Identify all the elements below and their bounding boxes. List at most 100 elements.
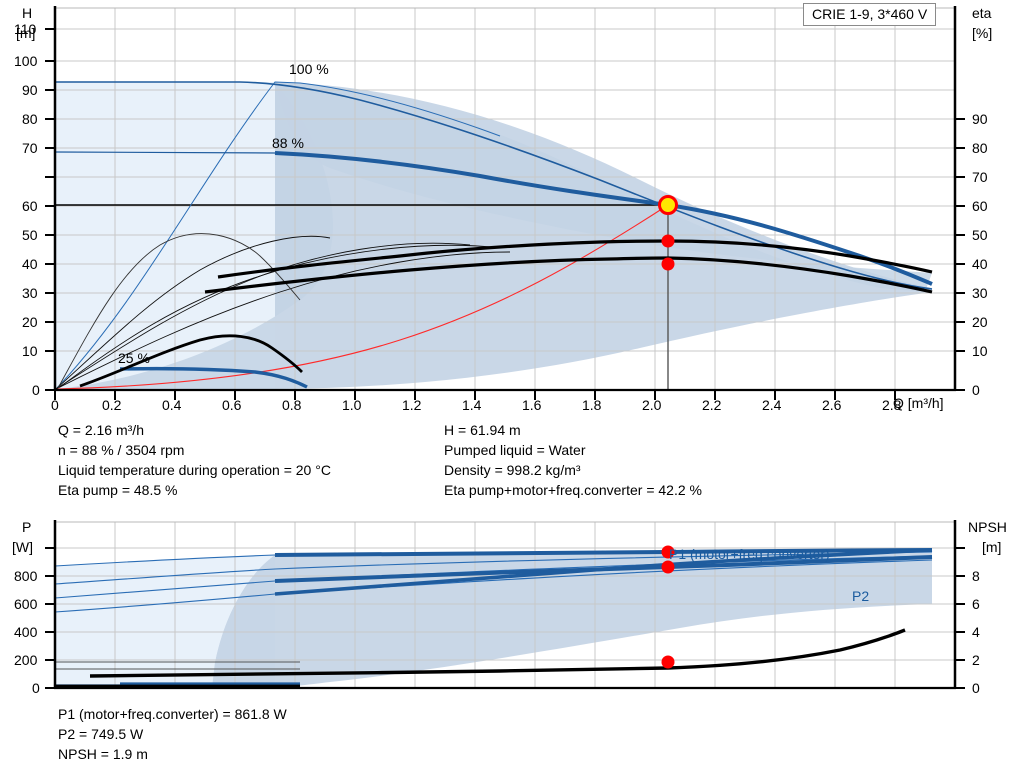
system-curve bbox=[55, 204, 669, 390]
info-etapump: Eta pump = 48.5 % bbox=[58, 482, 178, 498]
p-axis-title-line2: [W] bbox=[12, 539, 33, 555]
h-tick: 60 bbox=[22, 198, 38, 214]
info-h: H = 61.94 m bbox=[444, 422, 521, 438]
speed-curve-family bbox=[55, 81, 501, 390]
npsh-tick: 4 bbox=[972, 624, 980, 640]
eta-25-curve bbox=[79, 334, 303, 388]
p1-curve bbox=[274, 548, 933, 557]
q-tick: 1.8 bbox=[582, 397, 602, 413]
eta-tick: 20 bbox=[972, 314, 988, 330]
envelope-light-region bbox=[55, 82, 275, 390]
eta-pump-point bbox=[661, 234, 675, 248]
q-tick: 2.2 bbox=[702, 397, 722, 413]
speed-label-88: 88 % bbox=[272, 135, 304, 151]
model-title-box: CRIE 1-9, 3*460 V bbox=[803, 3, 937, 26]
eta-tick: 0 bbox=[972, 382, 980, 398]
p-axis-title-line1: P bbox=[22, 519, 32, 535]
p1-curve-label: P1 (motor+freq.converter) bbox=[669, 546, 830, 562]
h-tick: 20 bbox=[22, 314, 38, 330]
eta-axis-title-line1: eta bbox=[972, 5, 992, 21]
q-tick: 0.2 bbox=[102, 397, 122, 413]
eta-tick: 70 bbox=[972, 169, 988, 185]
h-tick: 50 bbox=[22, 227, 38, 243]
power-npsh-plot bbox=[45, 520, 965, 690]
h-tick: 10 bbox=[22, 343, 38, 359]
h-tick: 30 bbox=[22, 285, 38, 301]
p2-curve bbox=[274, 555, 933, 583]
h-tick: 90 bbox=[22, 82, 38, 98]
npsh-tick: 0 bbox=[972, 680, 980, 696]
eta-pump-curve bbox=[217, 239, 933, 279]
duty-info-block: Q = 2.16 m³/h n = 88 % / 3504 rpm Liquid… bbox=[0, 418, 1024, 508]
info-etatotal: Eta pump+motor+freq.converter = 42.2 % bbox=[444, 482, 702, 498]
q-tick: 2.6 bbox=[822, 397, 842, 413]
p-tick: 200 bbox=[14, 652, 38, 668]
envelope-lower-band bbox=[275, 291, 932, 389]
q-tick: 0.6 bbox=[222, 397, 242, 413]
q-tick: 1.2 bbox=[402, 397, 422, 413]
p2-curve-label: P2 bbox=[852, 588, 870, 604]
h-curve-88-extension bbox=[55, 151, 276, 154]
eta-tick: 90 bbox=[972, 111, 988, 127]
speed-label-25: 25 % bbox=[118, 350, 150, 366]
head-efficiency-chart: CRIE 1-9, 3*460 V H [m] eta [%] Q [m³/h]… bbox=[14, 3, 993, 413]
npsh-tick: 6 bbox=[972, 596, 980, 612]
h-tick: 0 bbox=[32, 382, 40, 398]
info-speed: n = 88 % / 3504 rpm bbox=[58, 442, 185, 458]
h-curve-88 bbox=[274, 151, 933, 286]
power-envelope-region bbox=[275, 550, 932, 688]
eta-total-curve bbox=[204, 256, 933, 294]
npsh-point bbox=[661, 655, 675, 669]
npsh-tick: 8 bbox=[972, 568, 980, 584]
eta-axis-title-line2: [%] bbox=[972, 25, 993, 41]
p1-point bbox=[661, 545, 675, 559]
info-liquid: Pumped liquid = Water bbox=[444, 442, 586, 458]
eta-total-point bbox=[661, 257, 675, 271]
npsh-tick: 2 bbox=[972, 652, 980, 668]
power-envelope-left-wedge bbox=[207, 555, 275, 688]
info-density: Density = 998.2 kg/m³ bbox=[444, 462, 581, 478]
h-curve-25 bbox=[119, 366, 308, 389]
speed-label-100: 100 % bbox=[289, 61, 329, 77]
q-tick: 0.8 bbox=[282, 397, 302, 413]
q-axis-title: Q [m³/h] bbox=[893, 395, 944, 411]
eta-tick: 40 bbox=[972, 256, 988, 272]
q-tick: 2.4 bbox=[762, 397, 782, 413]
eta-tick: 10 bbox=[972, 343, 988, 359]
q-tick: 2.0 bbox=[642, 397, 662, 413]
q-tick: 2.8 bbox=[882, 397, 902, 413]
h-axis-title-line1: H bbox=[22, 5, 33, 21]
h-tick: 40 bbox=[22, 256, 38, 272]
q-tick: 1.6 bbox=[522, 397, 542, 413]
info-q: Q = 2.16 m³/h bbox=[58, 422, 144, 438]
h-curve-100 bbox=[55, 81, 933, 290]
p-tick: 400 bbox=[14, 624, 38, 640]
power-npsh-chart: P [W] NPSH [m] 800 600 400 200 0 8 6 4 2… bbox=[0, 512, 1024, 702]
eta-tick: 30 bbox=[972, 285, 988, 301]
q-tick: 0 bbox=[51, 397, 59, 413]
h-tick: 110 bbox=[14, 21, 37, 37]
npsh-axis-title-line1: NPSH bbox=[968, 519, 1007, 535]
q-tick: 1.4 bbox=[462, 397, 482, 413]
info-p2: P2 = 749.5 W bbox=[58, 726, 144, 742]
eta-tick: 80 bbox=[972, 140, 988, 156]
p-tick: 0 bbox=[32, 680, 40, 696]
head-efficiency-plot bbox=[45, 6, 965, 400]
q-tick: 1.0 bbox=[342, 397, 362, 413]
p-duty-ramp bbox=[274, 548, 933, 596]
power-info-block: P1 (motor+freq.converter) = 861.8 W P2 =… bbox=[0, 702, 1024, 772]
info-temp: Liquid temperature during operation = 20… bbox=[58, 462, 331, 478]
power-grid-lines bbox=[55, 522, 955, 688]
npsh-axis-title-line2: [m] bbox=[982, 539, 1002, 555]
model-title-label: CRIE 1-9, 3*460 V bbox=[812, 6, 928, 22]
duty-point bbox=[658, 195, 678, 215]
p-tick: 600 bbox=[14, 596, 38, 612]
q-tick: 0.4 bbox=[162, 397, 182, 413]
eta-tick: 50 bbox=[972, 227, 988, 243]
grid-lines bbox=[55, 8, 955, 390]
info-npsh: NPSH = 1.9 m bbox=[58, 746, 148, 762]
p-tick: 800 bbox=[14, 568, 38, 584]
eta-thin-family bbox=[55, 235, 511, 390]
p2-point bbox=[661, 560, 675, 574]
